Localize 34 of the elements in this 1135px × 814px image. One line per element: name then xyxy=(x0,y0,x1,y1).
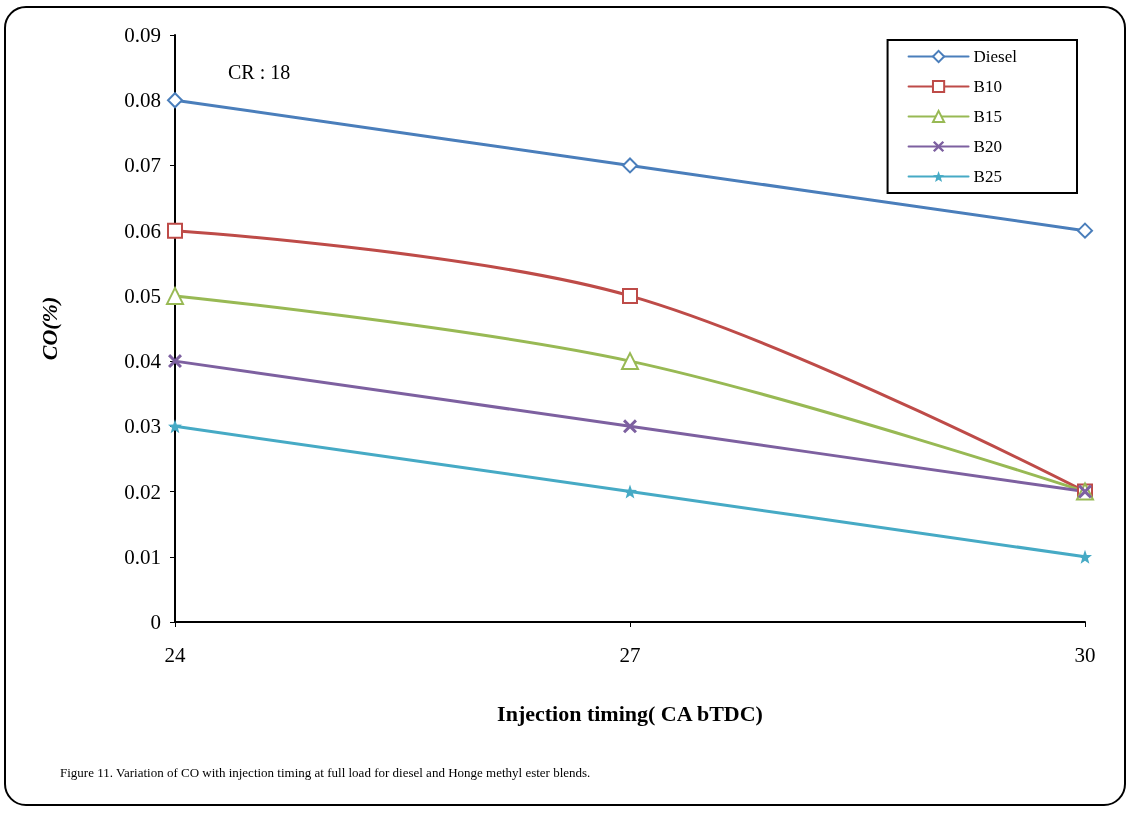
x-tick-label: 24 xyxy=(164,642,186,667)
y-tick-label: 0.02 xyxy=(124,479,161,504)
point xyxy=(168,419,182,434)
y-tick-label: 0.05 xyxy=(124,283,161,308)
legend-label: B20 xyxy=(973,137,1002,156)
x-axis-title: Injection timing( CA bTDC) xyxy=(497,700,763,726)
point xyxy=(623,484,637,499)
point xyxy=(167,222,183,239)
y-tick-label: 0.06 xyxy=(124,218,161,243)
y-tick-label: 0.07 xyxy=(124,153,161,178)
legend-label: Diesel xyxy=(973,47,1018,66)
y-tick-label: 0 xyxy=(150,610,161,634)
y-tick-label: 0.09 xyxy=(124,23,161,47)
point xyxy=(623,419,637,434)
point xyxy=(621,352,639,371)
point xyxy=(1078,549,1092,564)
y-tick-label: 0.08 xyxy=(124,88,161,113)
point xyxy=(1077,222,1093,239)
legend-label: B10 xyxy=(973,77,1002,96)
y-tick-label: 0.01 xyxy=(124,544,161,569)
legend-label: B15 xyxy=(973,107,1002,126)
point xyxy=(622,287,638,304)
point xyxy=(166,286,184,305)
y-tick-label: 0.04 xyxy=(124,349,162,374)
point xyxy=(622,157,638,174)
y-tick-label: 0.03 xyxy=(124,414,161,439)
x-tick-label: 27 xyxy=(619,642,641,667)
caption: Figure 11. Variation of CO with injection timing at full load for diesel and Honge methyl ester blends. xyxy=(60,765,591,780)
point xyxy=(168,354,182,369)
y-axis-title: CO(%) xyxy=(36,296,62,361)
legend-label: B25 xyxy=(973,167,1002,186)
annotation: CR : 18 xyxy=(228,61,291,83)
point xyxy=(167,92,183,109)
x-tick-label: 30 xyxy=(1074,642,1096,667)
